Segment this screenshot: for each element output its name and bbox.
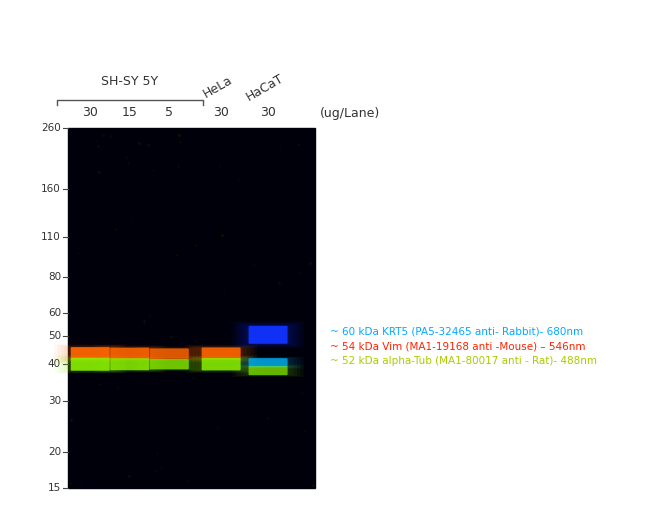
FancyBboxPatch shape [192,356,250,372]
Text: 20: 20 [48,447,61,457]
FancyBboxPatch shape [248,358,287,367]
FancyBboxPatch shape [185,355,257,373]
Text: HeLa: HeLa [201,74,235,101]
FancyBboxPatch shape [111,348,150,360]
FancyBboxPatch shape [94,345,166,362]
FancyBboxPatch shape [248,366,287,375]
FancyBboxPatch shape [94,356,166,373]
FancyBboxPatch shape [188,345,254,362]
FancyBboxPatch shape [55,344,126,363]
FancyBboxPatch shape [236,322,300,347]
FancyBboxPatch shape [71,347,110,360]
FancyBboxPatch shape [61,356,119,372]
Text: (ug/Lane): (ug/Lane) [320,107,380,120]
FancyBboxPatch shape [202,358,240,371]
Text: 5: 5 [165,107,174,120]
Text: 30: 30 [213,107,229,120]
Text: 40: 40 [48,359,61,369]
FancyBboxPatch shape [61,345,119,362]
FancyBboxPatch shape [64,346,116,361]
FancyBboxPatch shape [196,357,247,371]
Text: 260: 260 [41,123,61,133]
FancyBboxPatch shape [64,357,116,372]
Text: SH-SY 5Y: SH-SY 5Y [101,75,159,88]
FancyBboxPatch shape [71,358,110,371]
Text: 30: 30 [260,107,276,120]
FancyBboxPatch shape [192,346,250,361]
Text: 30: 30 [83,107,98,120]
Text: 160: 160 [41,184,61,194]
FancyBboxPatch shape [150,359,188,370]
FancyBboxPatch shape [58,355,123,373]
FancyBboxPatch shape [246,326,291,344]
FancyBboxPatch shape [242,324,294,345]
FancyBboxPatch shape [101,346,159,361]
FancyBboxPatch shape [55,355,126,373]
Text: HaCaT: HaCaT [244,71,286,103]
Text: 15: 15 [122,107,138,120]
FancyBboxPatch shape [239,323,297,346]
FancyBboxPatch shape [199,348,244,360]
FancyBboxPatch shape [196,346,247,361]
FancyBboxPatch shape [107,348,152,360]
Text: ~ 54 kDa Vim (MA1-19168 anti -Mouse) – 546nm: ~ 54 kDa Vim (MA1-19168 anti -Mouse) – 5… [330,341,586,351]
FancyBboxPatch shape [68,347,112,360]
Text: 80: 80 [48,272,61,282]
FancyBboxPatch shape [101,357,159,372]
FancyBboxPatch shape [98,356,162,372]
FancyBboxPatch shape [104,358,155,371]
FancyBboxPatch shape [107,358,152,370]
Text: 110: 110 [41,232,61,242]
Text: ~ 60 kDa KRT5 (PA5-32465 anti- Rabbit)- 680nm: ~ 60 kDa KRT5 (PA5-32465 anti- Rabbit)- … [330,326,583,336]
Text: 50: 50 [48,331,61,341]
FancyBboxPatch shape [188,356,254,372]
FancyBboxPatch shape [111,358,150,370]
FancyBboxPatch shape [68,358,112,371]
FancyBboxPatch shape [104,347,155,360]
FancyBboxPatch shape [98,346,162,362]
FancyBboxPatch shape [185,345,257,362]
Bar [68,128,315,488]
FancyBboxPatch shape [232,321,304,348]
FancyBboxPatch shape [202,348,240,360]
Text: 60: 60 [48,308,61,318]
FancyBboxPatch shape [199,358,244,371]
Text: 30: 30 [48,395,61,405]
Text: 15: 15 [47,483,61,493]
FancyBboxPatch shape [150,349,188,359]
Text: ~ 52 kDa alpha-Tub (MA1-80017 anti - Rat)- 488nm: ~ 52 kDa alpha-Tub (MA1-80017 anti - Rat… [330,356,597,366]
FancyBboxPatch shape [248,326,287,344]
FancyBboxPatch shape [58,345,123,362]
